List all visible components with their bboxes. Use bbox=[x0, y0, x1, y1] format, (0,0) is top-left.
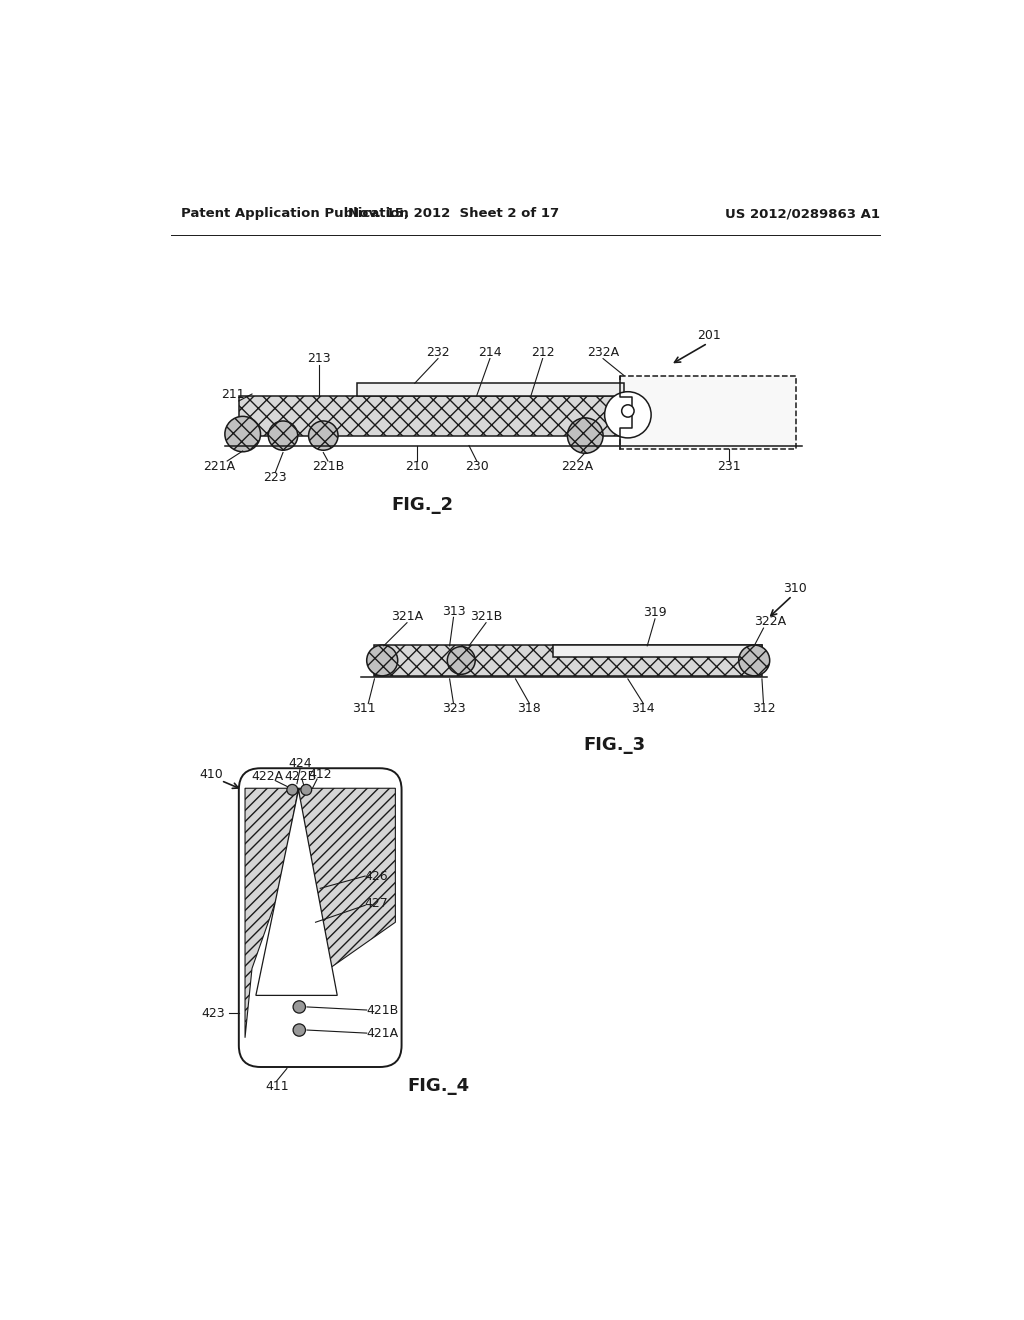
Circle shape bbox=[367, 645, 397, 676]
Text: FIG._4: FIG._4 bbox=[407, 1077, 469, 1096]
Text: 222A: 222A bbox=[561, 459, 594, 473]
Text: 214: 214 bbox=[478, 346, 502, 359]
Circle shape bbox=[268, 421, 298, 450]
FancyBboxPatch shape bbox=[239, 768, 401, 1067]
Circle shape bbox=[225, 416, 260, 451]
Polygon shape bbox=[299, 788, 395, 991]
Text: 312: 312 bbox=[752, 702, 775, 715]
Circle shape bbox=[308, 421, 338, 450]
Polygon shape bbox=[256, 789, 337, 995]
Text: 411: 411 bbox=[265, 1080, 289, 1093]
Bar bbox=[356, 383, 624, 396]
Text: 426: 426 bbox=[365, 870, 388, 883]
Text: 310: 310 bbox=[782, 582, 806, 594]
Text: 230: 230 bbox=[465, 459, 488, 473]
Text: FIG._3: FIG._3 bbox=[584, 737, 646, 754]
Bar bbox=[239, 396, 621, 436]
Text: 231: 231 bbox=[717, 459, 740, 473]
Text: 313: 313 bbox=[441, 605, 465, 618]
Text: 321B: 321B bbox=[470, 610, 502, 623]
Text: 232A: 232A bbox=[587, 346, 620, 359]
Bar bbox=[621, 376, 796, 449]
Text: 322A: 322A bbox=[754, 615, 785, 628]
Text: 421B: 421B bbox=[366, 1003, 398, 1016]
Text: 427: 427 bbox=[365, 898, 388, 911]
Circle shape bbox=[604, 392, 651, 438]
Text: US 2012/0289863 A1: US 2012/0289863 A1 bbox=[725, 207, 880, 220]
Bar bbox=[553, 645, 762, 656]
Text: 412: 412 bbox=[308, 768, 332, 781]
Text: 210: 210 bbox=[406, 459, 429, 473]
Text: 212: 212 bbox=[530, 346, 554, 359]
Text: 223: 223 bbox=[263, 471, 287, 484]
Text: 424: 424 bbox=[288, 758, 312, 770]
Circle shape bbox=[293, 1024, 305, 1036]
Text: 211: 211 bbox=[220, 388, 245, 400]
Text: 319: 319 bbox=[643, 606, 667, 619]
Text: 423: 423 bbox=[202, 1007, 225, 1019]
Text: 221B: 221B bbox=[312, 459, 344, 473]
Text: 323: 323 bbox=[441, 702, 465, 715]
Circle shape bbox=[622, 405, 634, 417]
Circle shape bbox=[567, 418, 603, 453]
Text: 422B: 422B bbox=[285, 770, 317, 783]
Text: 213: 213 bbox=[307, 352, 331, 366]
Circle shape bbox=[301, 784, 311, 795]
Circle shape bbox=[293, 1001, 305, 1014]
Text: Nov. 15, 2012  Sheet 2 of 17: Nov. 15, 2012 Sheet 2 of 17 bbox=[348, 207, 559, 220]
Text: 321A: 321A bbox=[391, 610, 423, 623]
Text: 314: 314 bbox=[632, 702, 655, 715]
Text: 318: 318 bbox=[517, 702, 542, 715]
Polygon shape bbox=[245, 788, 299, 1038]
Text: 232: 232 bbox=[426, 346, 450, 359]
Circle shape bbox=[447, 647, 475, 675]
Text: 421A: 421A bbox=[367, 1027, 398, 1040]
Text: FIG._2: FIG._2 bbox=[391, 496, 454, 513]
Text: 311: 311 bbox=[352, 702, 376, 715]
Circle shape bbox=[287, 784, 298, 795]
Bar bbox=[375, 645, 762, 676]
Text: 410: 410 bbox=[200, 768, 223, 781]
Circle shape bbox=[738, 645, 770, 676]
Text: Patent Application Publication: Patent Application Publication bbox=[180, 207, 409, 220]
Text: 201: 201 bbox=[697, 329, 721, 342]
Text: 422A: 422A bbox=[252, 770, 284, 783]
Text: 221A: 221A bbox=[204, 459, 236, 473]
